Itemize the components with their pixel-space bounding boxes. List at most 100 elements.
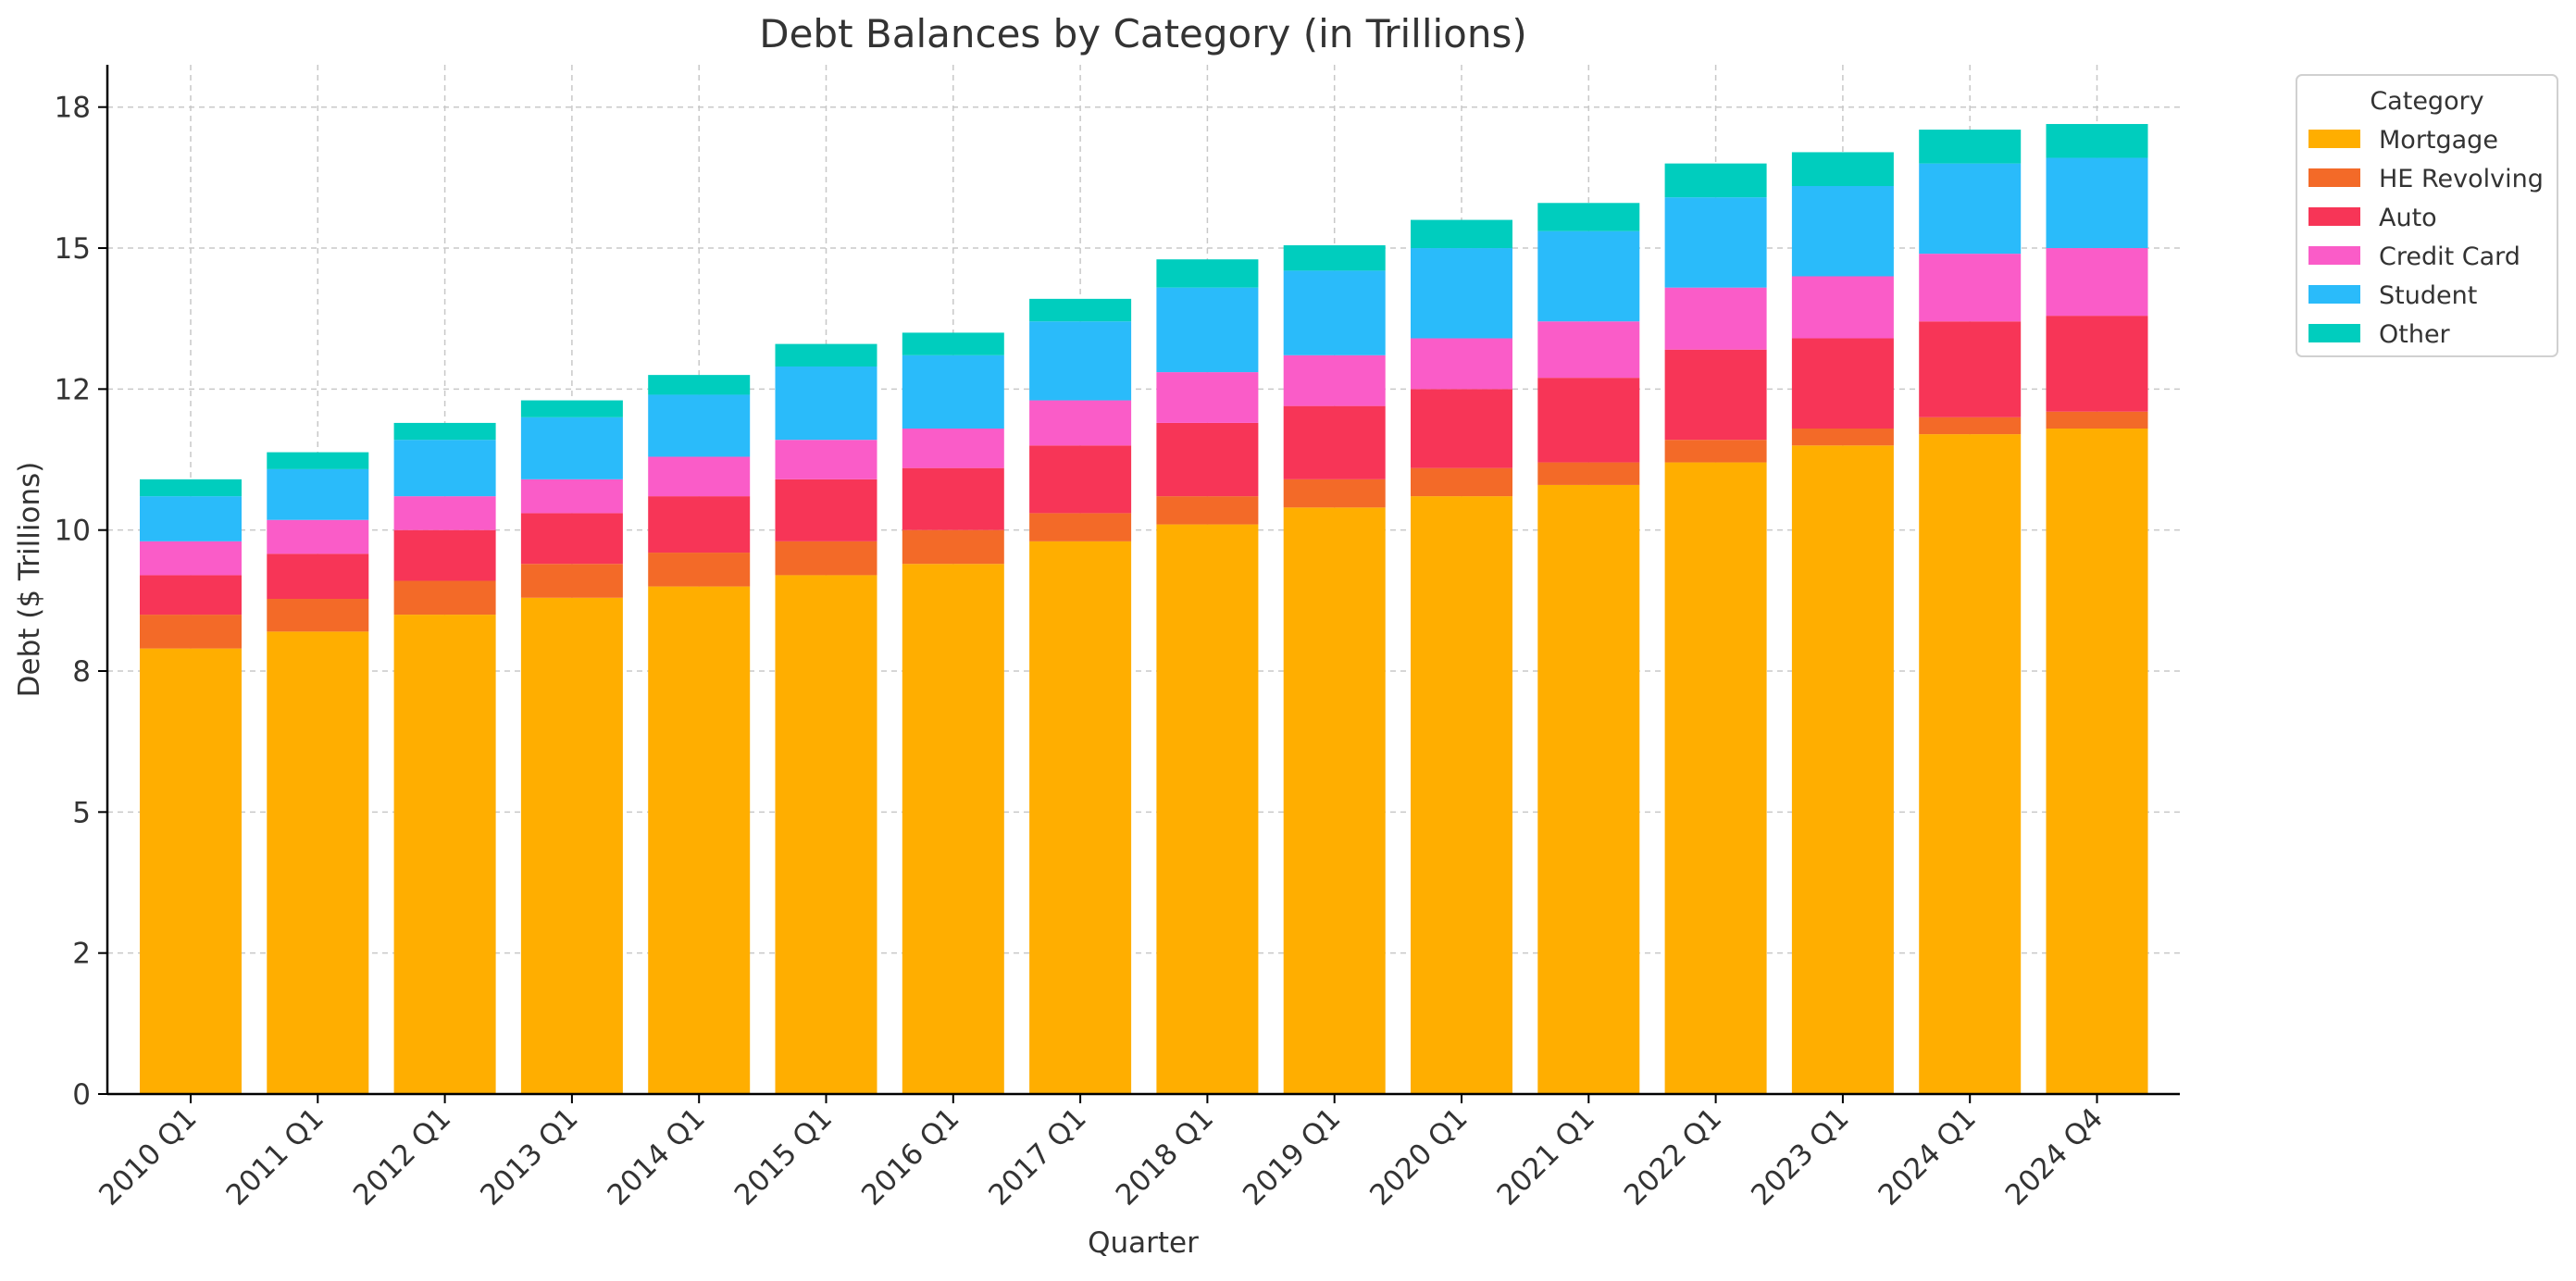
bar-segment-other xyxy=(393,422,496,441)
x-tick-label: 2023 Q1 xyxy=(1745,1101,1855,1212)
bar-segment-he-revolving xyxy=(1664,440,1767,463)
bar-segment-auto xyxy=(520,513,623,565)
bar-segment-he-revolving xyxy=(648,553,751,587)
bar-segment-credit-card xyxy=(1411,338,1512,390)
bar-segment-other xyxy=(1283,244,1386,271)
bar-segment-credit-card xyxy=(393,496,496,530)
bar-segment-credit-card xyxy=(267,519,369,554)
bar-segment-other xyxy=(520,400,623,417)
bar-segment-he-revolving xyxy=(775,541,877,576)
bar-segment-student xyxy=(140,496,242,541)
legend-swatch-other xyxy=(2308,324,2360,342)
legend-swatch-credit-card xyxy=(2308,246,2360,265)
bar-segment-auto xyxy=(1411,389,1512,468)
bar-segment-other xyxy=(775,343,877,367)
legend-swatch-auto xyxy=(2308,207,2360,226)
bar-segment-auto xyxy=(775,479,877,541)
x-tick-label: 2018 Q1 xyxy=(1110,1101,1220,1212)
bar-segment-auto xyxy=(1283,405,1386,479)
legend-items: Mortgage HE Revolving Auto Credit Card Stude… xyxy=(2308,126,2544,349)
x-tick-label: 2016 Q1 xyxy=(855,1101,965,1212)
bar-segment-he-revolving xyxy=(140,615,242,649)
bar-segment-other xyxy=(1537,203,1640,231)
bar-segment-mortgage xyxy=(1664,462,1767,1094)
bar-segment-student xyxy=(1029,321,1132,401)
bar-segment-other xyxy=(902,332,1004,355)
bar-segment-auto xyxy=(1029,445,1132,514)
bar-segment-he-revolving xyxy=(520,564,623,598)
y-tick-label: 10 xyxy=(55,515,91,548)
bar-segment-he-revolving xyxy=(267,599,369,632)
bar-segment-other xyxy=(1664,163,1767,198)
bar-segment-other xyxy=(648,375,751,395)
bar-segment-auto xyxy=(1919,321,2022,417)
legend-label-he-revolving: HE Revolving xyxy=(2379,165,2544,193)
y-axis-label: Debt ($ Trillions) xyxy=(13,462,46,698)
legend-label-mortgage: Mortgage xyxy=(2379,126,2498,155)
y-tick-label: 5 xyxy=(72,796,91,829)
bar-segment-he-revolving xyxy=(1791,429,1894,446)
bar-segment-mortgage xyxy=(902,564,1004,1094)
bar-segment-credit-card xyxy=(1029,400,1132,446)
x-tick-label: 2012 Q1 xyxy=(347,1101,457,1212)
bar-segment-mortgage xyxy=(775,575,877,1094)
bar-segment-student xyxy=(520,417,623,479)
bar-segment-he-revolving xyxy=(1283,479,1386,508)
legend: Category Mortgage HE Revolving Auto Credit … xyxy=(2296,74,2558,357)
legend-label-auto: Auto xyxy=(2379,204,2437,232)
x-tick-label: 2011 Q1 xyxy=(220,1101,330,1212)
bar-segment-other xyxy=(2046,123,2148,158)
legend-label-other: Other xyxy=(2379,320,2451,349)
bar-segment-mortgage xyxy=(1537,484,1640,1094)
bar-segment-credit-card xyxy=(902,429,1004,468)
bar-segment-other xyxy=(140,479,242,497)
x-tick-label: 2021 Q1 xyxy=(1491,1101,1601,1212)
bar-segment-mortgage xyxy=(1156,524,1259,1094)
bar-segment-credit-card xyxy=(1283,354,1386,406)
bar-segment-credit-card xyxy=(2046,248,2148,317)
bar-segment-student xyxy=(775,366,877,441)
bar-segment-auto xyxy=(140,575,242,616)
x-tick-label: 2015 Q1 xyxy=(728,1101,839,1212)
x-tick-label: 2013 Q1 xyxy=(474,1101,584,1212)
legend-swatch-mortgage xyxy=(2308,130,2360,148)
x-tick-label: 2024 Q4 xyxy=(1999,1101,2109,1212)
bar-segment-mortgage xyxy=(267,631,369,1094)
bar-segment-he-revolving xyxy=(2046,411,2148,429)
bar-segment-credit-card xyxy=(1919,254,2022,322)
bars-layer xyxy=(140,123,2148,1095)
bar-segment-auto xyxy=(1537,378,1640,463)
bar-segment-he-revolving xyxy=(1919,417,2022,435)
bar-segment-he-revolving xyxy=(393,580,496,616)
bar-segment-student xyxy=(1283,270,1386,355)
bar-segment-mortgage xyxy=(1283,507,1386,1094)
bar-segment-student xyxy=(1411,248,1512,339)
x-tick-label: 2010 Q1 xyxy=(93,1101,203,1212)
bar-segment-mortgage xyxy=(520,597,623,1094)
legend-swatch-student xyxy=(2308,285,2360,304)
legend-frame xyxy=(2296,74,2558,357)
y-tick-label: 0 xyxy=(72,1078,91,1112)
bar-segment-student xyxy=(1537,230,1640,322)
bar-segment-credit-card xyxy=(1664,287,1767,350)
bar-segment-student xyxy=(2046,157,2148,249)
bar-segment-credit-card xyxy=(140,541,242,576)
x-axis-label: Quarter xyxy=(1088,1226,1199,1260)
bar-segment-mortgage xyxy=(1791,445,1894,1094)
bar-segment-other xyxy=(1156,259,1259,288)
y-tick-label: 12 xyxy=(55,373,91,406)
bar-segment-credit-card xyxy=(1156,372,1259,423)
bar-segment-mortgage xyxy=(393,615,496,1094)
x-tick-label: 2020 Q1 xyxy=(1363,1101,1474,1212)
bar-segment-student xyxy=(267,468,369,520)
bar-segment-student xyxy=(1791,186,1894,277)
y-tick-label: 18 xyxy=(55,92,91,125)
bar-segment-other xyxy=(1411,219,1512,249)
bar-segment-credit-card xyxy=(1791,276,1894,339)
bar-segment-auto xyxy=(1156,422,1259,497)
bar-segment-credit-card xyxy=(775,440,877,479)
bar-segment-he-revolving xyxy=(1156,496,1259,525)
bar-segment-mortgage xyxy=(1411,496,1512,1094)
